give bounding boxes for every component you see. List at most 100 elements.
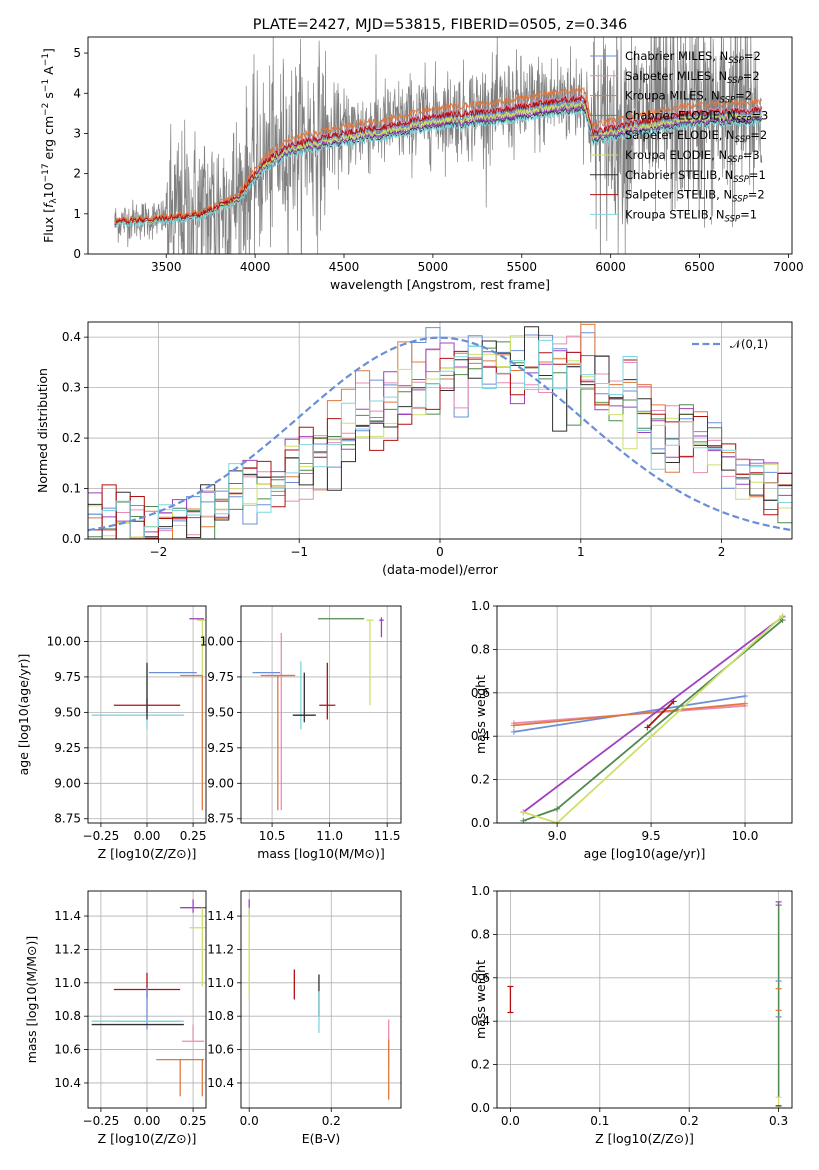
y-tick-label: 0.6	[471, 971, 490, 985]
weight-line-4	[522, 616, 784, 813]
axes-frame	[496, 890, 793, 1109]
x-tick-label: 11.5	[374, 829, 401, 843]
weight-line-7	[646, 700, 675, 729]
y-tick-label: 0.8	[471, 642, 490, 656]
y-tick-label: 5	[73, 46, 81, 60]
x-tick-label: 0.2	[322, 1114, 341, 1128]
x-tick-label: 0.1	[590, 1114, 609, 1128]
panel-residual-histogram: −2 −1 0 1 2 0.0 0.1 0.2 0.3 0.4 (data-model)/error…	[35, 321, 793, 577]
plot-area	[114, 37, 763, 254]
y-tick-label: 9.50	[54, 705, 81, 719]
x-tick-label: 9.5	[642, 829, 661, 843]
legend-entry: Chabrier ELODIE, NSSP=3	[625, 108, 768, 125]
plot-area	[248, 899, 390, 1100]
y-tick-label: 2	[73, 167, 81, 181]
y-tick-label: 0	[73, 247, 81, 261]
y-tick-label: 0.1	[62, 482, 81, 496]
y-tick-label: 11.0	[54, 976, 81, 990]
y-tick-label: 9.75	[207, 670, 234, 684]
y-tick-label: 0.0	[471, 1101, 490, 1115]
panel-massweight-vs-Z: 0.0 0.1 0.2 0.3 0.0 0.2 0.4 0.6 0.8 1.0 Z [log10(Z…	[471, 884, 793, 1146]
legend-entry: 𝒩(0,1)	[730, 337, 768, 351]
legend-entry: Chabrier STELIB, NSSP=1	[625, 168, 766, 185]
axes-frame	[240, 605, 402, 824]
x-tick-label: 10.5	[259, 829, 286, 843]
y-axis-label: Normed distribution	[35, 368, 50, 493]
axes-frame	[496, 605, 793, 824]
y-tick-label: 0.2	[62, 431, 81, 445]
model-line-4	[114, 103, 763, 228]
y-tick-label: 8.75	[207, 812, 234, 826]
x-tick-label: 4500	[329, 260, 360, 274]
y-tick-label: 11.0	[207, 976, 234, 990]
model-line-0	[114, 97, 763, 226]
x-tick-label: 5500	[507, 260, 538, 274]
panel-mass-vs-Z: −0.25 0.00 0.25 10.4 10.6 10.8 11.0 11.2 11.4 Z […	[24, 890, 207, 1146]
y-axis-label: age [log10(age/yr)]	[16, 654, 31, 776]
y-tick-label: 10.6	[54, 1043, 81, 1057]
panel-age-vs-Z: −0.25 0.00 0.25 8.75 9.00 9.25 9.50 9.75 10.00 Z …	[16, 605, 206, 861]
legend-entry: Salpeter MILES, NSSP=2	[625, 69, 760, 86]
y-tick-label: 0.4	[471, 729, 490, 743]
y-tick-label: 9.75	[54, 670, 81, 684]
legend-entry: Kroupa STELIB, NSSP=1	[625, 207, 757, 224]
x-tick-label: 4000	[240, 260, 271, 274]
axes-frame	[87, 321, 793, 540]
y-tick-label: 0.8	[471, 927, 490, 941]
x-tick-label: 0.25	[180, 1114, 207, 1128]
y-tick-label: 3	[73, 126, 81, 140]
y-axis-label: mass weight	[473, 675, 488, 754]
y-tick-label: 8.75	[54, 812, 81, 826]
y-tick-label: 0.4	[471, 1014, 490, 1028]
y-tick-label: 11.4	[54, 909, 81, 923]
plot-area	[88, 323, 792, 539]
weight-line-2	[513, 702, 746, 727]
y-tick-label: 4	[73, 86, 81, 100]
panel-age-vs-mass: 10.5 11.0 11.5 8.75 9.00 9.25 9.50 9.75 10.00 mas…	[200, 605, 402, 861]
y-tick-label: 11.4	[207, 909, 234, 923]
plot-area	[507, 901, 782, 1108]
x-axis-label: (data-model)/error	[382, 562, 499, 577]
axes-frame	[87, 36, 793, 255]
x-tick-label: 1	[577, 545, 585, 559]
x-tick-label: 3500	[151, 260, 182, 274]
y-axis-label: mass [log10(M/M⊙)]	[24, 936, 39, 1064]
x-axis-label: age [log10(age/yr)]	[584, 846, 706, 861]
x-axis-label: Z [log10(Z/Z⊙)]	[98, 846, 197, 861]
panel-massweight-vs-age: 9.0 9.5 10.0 0.0 0.2 0.4 0.6 0.8 1.0 age [log10(a…	[471, 599, 793, 861]
y-tick-label: 0.0	[62, 532, 81, 546]
chart-title: PLATE=2427, MJD=53815, FIBERID=0505, z=0…	[253, 17, 627, 33]
y-axis-label: mass weight	[473, 960, 488, 1039]
axes-frame	[87, 890, 207, 1109]
y-tick-label: 10.8	[54, 1009, 81, 1023]
x-tick-label: −2	[150, 545, 168, 559]
plot-area	[510, 612, 786, 823]
data-spectrum-line	[114, 37, 763, 254]
y-tick-label: 0.3	[62, 381, 81, 395]
plot-area	[252, 617, 384, 811]
x-tick-label: 0.0	[501, 1114, 520, 1128]
y-tick-label: 11.2	[54, 942, 81, 956]
y-tick-label: 9.50	[207, 705, 234, 719]
legend-entry: Chabrier MILES, NSSP=2	[625, 49, 761, 66]
y-tick-label: 0.4	[62, 330, 81, 344]
x-tick-label: 5000	[418, 260, 449, 274]
y-tick-label: 9.25	[207, 741, 234, 755]
y-tick-label: 1	[73, 207, 81, 221]
plot-area	[91, 618, 206, 811]
y-tick-label: 10.4	[54, 1076, 81, 1090]
y-tick-label: 9.00	[54, 776, 81, 790]
panel-mass-vs-ebv: 0.0 0.2 10.4 10.6 10.8 11.0 11.2 11.4 E(B-V)	[207, 890, 402, 1146]
y-tick-label: 1.0	[471, 599, 490, 613]
model-line-5	[114, 100, 763, 227]
x-tick-label: 6000	[595, 260, 626, 274]
axes-frame	[240, 890, 402, 1109]
y-tick-label: 10.00	[47, 634, 81, 648]
x-tick-label: 9.0	[548, 829, 567, 843]
y-tick-label: 1.0	[471, 884, 490, 898]
y-axis-label: Flux [fλ10−17 erg cm−2 s−1 A−1]	[41, 48, 59, 243]
x-axis-label: Z [log10(Z/Z⊙)]	[595, 1131, 694, 1146]
y-tick-label: 11.2	[207, 942, 234, 956]
y-tick-label: 10.00	[200, 634, 234, 648]
